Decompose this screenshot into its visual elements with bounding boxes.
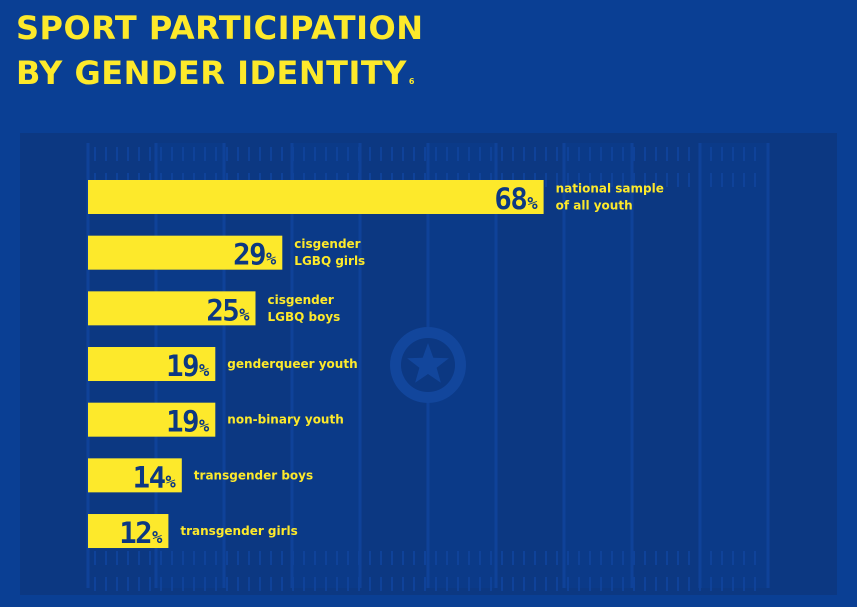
bar: [88, 235, 283, 270]
title-line-2-text: BY GENDER IDENTITY: [16, 54, 407, 92]
field-stripe: [292, 143, 360, 588]
bar-category-label: genderqueer youth: [227, 357, 357, 371]
bar-value-label: 68%: [494, 182, 538, 216]
title-line-1: SPORT PARTICIPATION: [16, 9, 424, 47]
bar-value-label: 29%: [233, 238, 277, 272]
bar-category-label: transgender girls: [180, 524, 297, 538]
bar-value-label: 25%: [206, 293, 250, 327]
bar-category-label: cisgender: [294, 237, 360, 251]
bar: [88, 347, 216, 382]
bar-value-label: 19%: [166, 405, 210, 439]
title-line-2: BY GENDER IDENTITY 6: [16, 51, 424, 96]
bar-value-label: 14%: [133, 460, 177, 494]
bar-category-label: cisgender: [268, 293, 334, 307]
bar-category-label: LGBQ girls: [294, 254, 365, 268]
chart-area: 68% national sample of all youth 29% cisgend…: [20, 133, 837, 595]
bar-category-label: of all youth: [556, 199, 633, 213]
chart-title: SPORT PARTICIPATION BY GENDER IDENTITY 6: [16, 6, 424, 96]
bar: [88, 291, 256, 326]
bar: [88, 180, 544, 214]
field-stripe: [564, 143, 632, 588]
bar: [88, 402, 216, 437]
bar: [88, 514, 169, 549]
bar-category-label: national sample: [556, 182, 664, 196]
bar-category-label: LGBQ boys: [268, 310, 341, 324]
bar-category-label: non-binary youth: [227, 413, 343, 427]
bar-chart: 68% national sample of all youth 29% cisgend…: [86, 143, 770, 591]
bar-value-label: 12%: [119, 516, 163, 550]
star-icon: [407, 343, 449, 383]
footnote-marker: 6: [408, 77, 415, 86]
bar: [88, 458, 182, 493]
bar-value-label: 19%: [166, 349, 210, 383]
bar-category-label: transgender boys: [194, 468, 313, 482]
bars-group: 68% national sample of all youth 29% cisgend…: [88, 180, 664, 550]
field-decoration: [86, 143, 770, 591]
field-stripe: [700, 143, 768, 588]
